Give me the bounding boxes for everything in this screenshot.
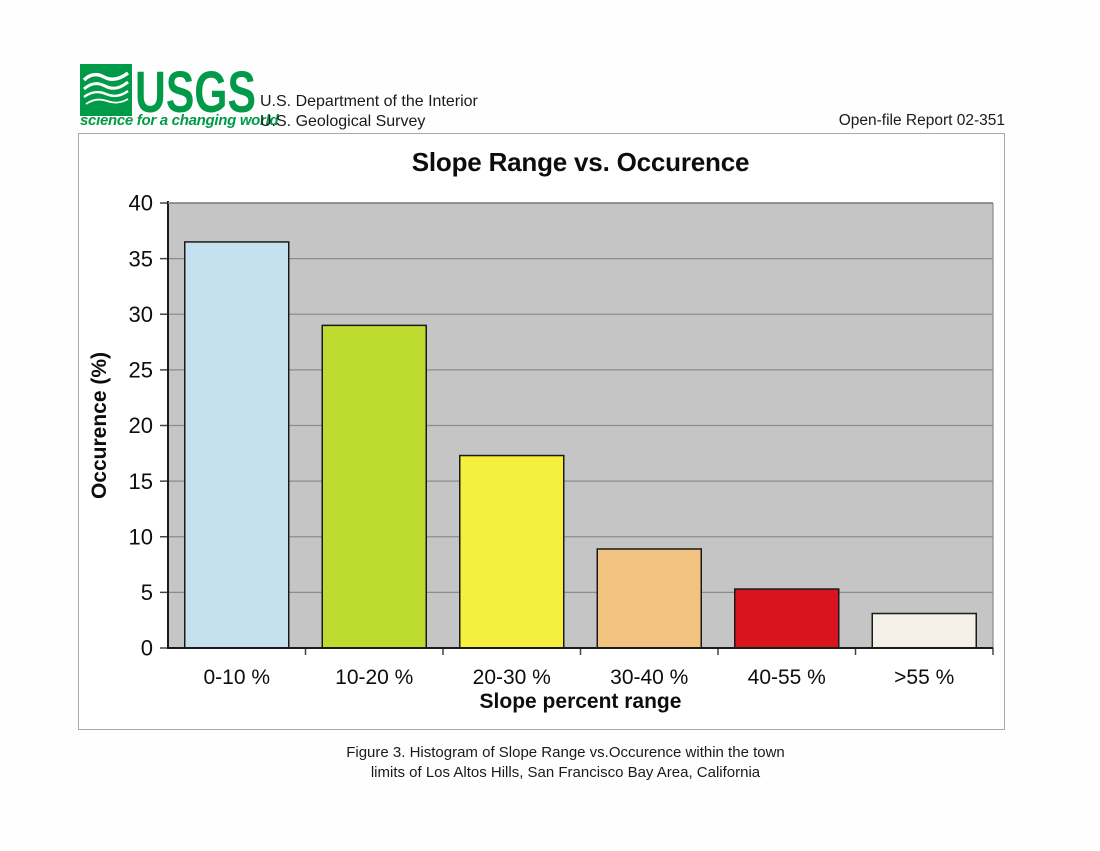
figure-frame: 0 5 10 15 20 25 30 35 40 0-10 % 10-20 % 20-30 % 30-4… <box>78 133 1005 730</box>
x-tick-label-20-30: 20-30 % <box>473 666 551 689</box>
y-tick-label-0: 0 <box>141 636 153 661</box>
figure-caption: Figure 3. Histogram of Slope Range vs.Oc… <box>103 743 1028 783</box>
usgs-waves-icon <box>82 71 130 105</box>
x-axis-title: Slope percent range <box>480 690 682 713</box>
x-tick-label-10-20: 10-20 % <box>335 666 413 689</box>
y-tick-label-35: 35 <box>129 246 153 271</box>
report-number: Open-file Report 02-351 <box>838 112 1005 129</box>
x-tick-label-55: >55 % <box>894 666 954 689</box>
usgs-tagline: science for a changing world <box>80 112 279 129</box>
geological-survey-line: U.S. Geological Survey <box>260 113 426 130</box>
y-tick-label-30: 30 <box>129 302 153 327</box>
chart-title: Slope Range vs. Occurence <box>411 147 750 177</box>
bar-0-10 <box>184 241 290 649</box>
bar-20-30 <box>459 454 565 649</box>
y-tick-label-25: 25 <box>129 358 153 383</box>
caption-line-1: Figure 3. Histogram of Slope Range vs.Oc… <box>346 744 785 761</box>
header-agency-block: U.S. Department of the Interior U.S. Geo… <box>260 92 478 132</box>
y-tick-label-10: 10 <box>129 524 153 549</box>
bar-55 <box>871 612 977 649</box>
bar-30-40 <box>596 548 702 649</box>
x-tick-label-30-40: 30-40 % <box>610 666 688 689</box>
y-tick-label-20: 20 <box>129 413 153 438</box>
bar-40-55 <box>734 588 840 649</box>
caption-line-2: limits of Los Altos Hills, San Francisco… <box>370 764 761 781</box>
y-axis-title: Occurence (%) <box>88 352 111 499</box>
x-tick-label-40-55: 40-55 % <box>748 666 826 689</box>
usgs-wordmark: USGS <box>135 64 256 116</box>
y-tick-label-40: 40 <box>129 191 153 216</box>
dept-interior-line: U.S. Department of the Interior <box>260 93 478 110</box>
bar-10-20 <box>321 324 427 649</box>
usgs-logo: USGS <box>80 64 256 116</box>
bar-chart: 0 5 10 15 20 25 30 35 40 0-10 % 10-20 % 20-30 % 30-4… <box>88 191 994 713</box>
y-tick-label-5: 5 <box>141 580 153 605</box>
x-tick-label-0-10: 0-10 % <box>203 666 270 689</box>
usgs-logo-square <box>80 64 132 116</box>
y-tick-label-15: 15 <box>129 469 153 494</box>
